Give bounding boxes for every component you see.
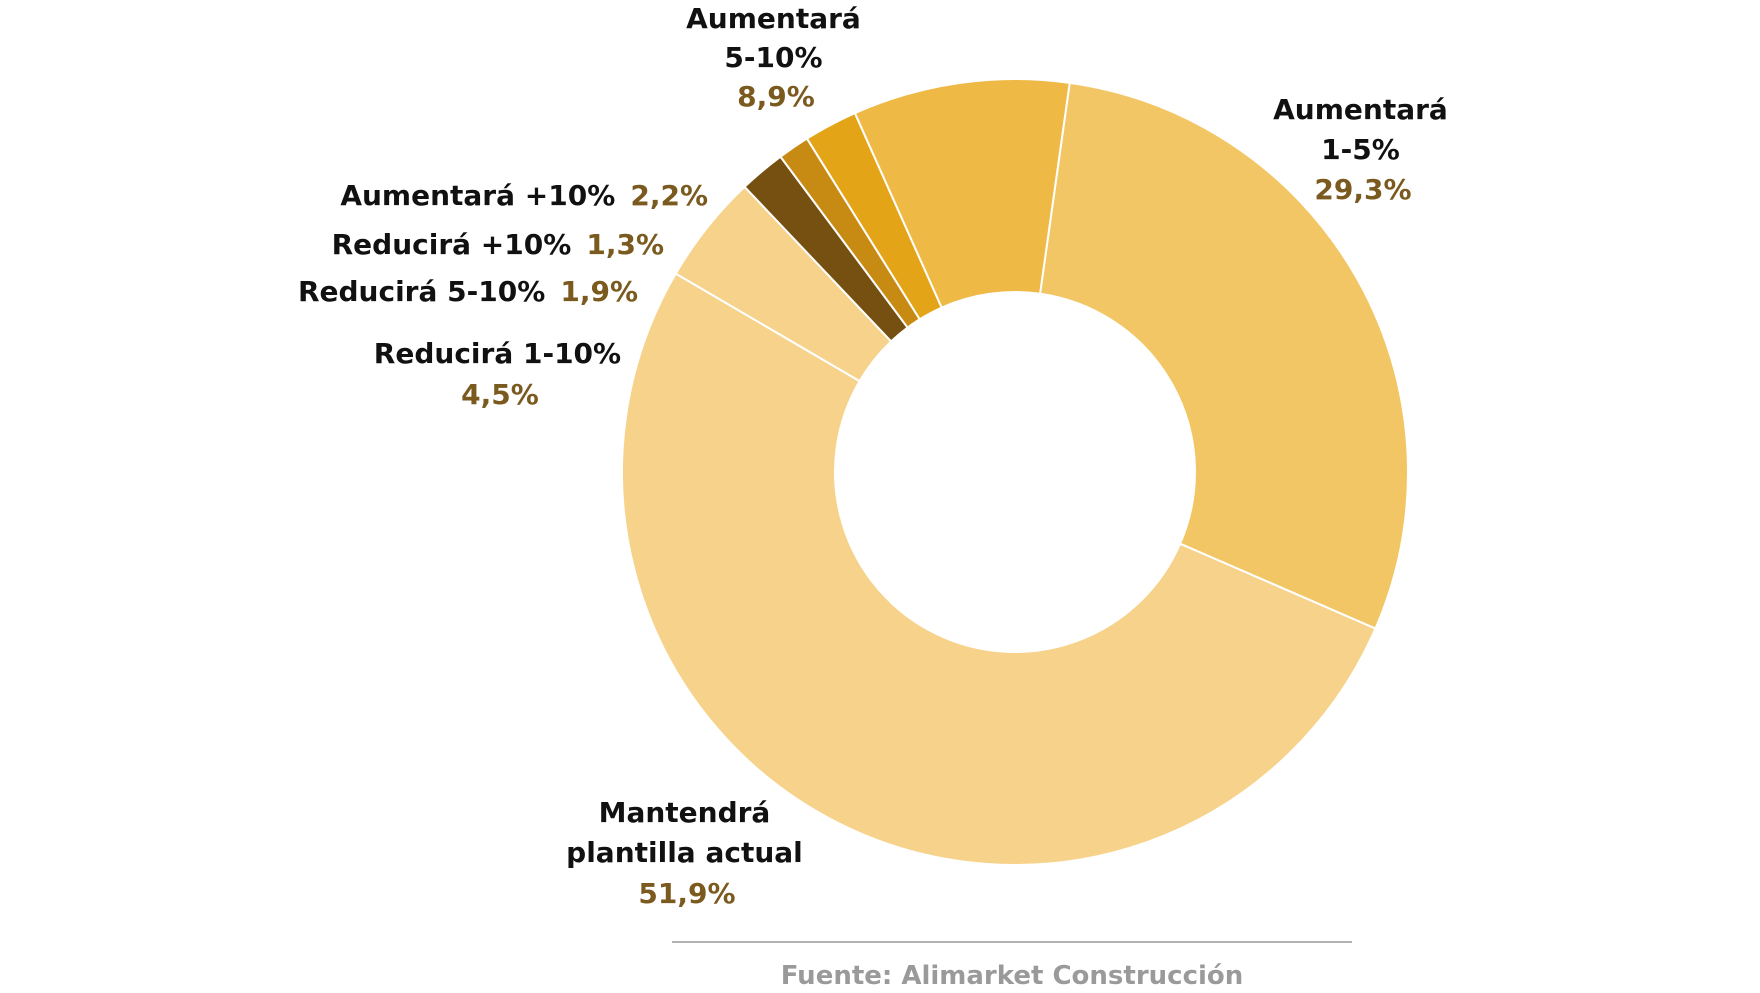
source-text: Fuente: Alimarket Construcción	[781, 961, 1244, 991]
label-aumentara-10-plus: Aumentará +10% 2,2%	[340, 179, 708, 212]
label-aumentara-1-5: Aumentará 1-5% 29,3%	[1273, 93, 1453, 206]
label-aumentara-5-10: Aumentará 5-10% 8,9%	[686, 2, 866, 113]
label-reducira-1-10: Reducirá 1-10% 4,5%	[374, 337, 626, 411]
donut-slices	[621, 78, 1409, 866]
donut-slice-aumentara-1-5	[1038, 81, 1409, 630]
label-reducira-10-plus: Reducirá +10% 1,3%	[332, 228, 664, 261]
donut-slice-aumentara-5-10	[853, 78, 1071, 309]
label-mantendra: Mantendrá plantilla actual 51,9%	[566, 796, 808, 910]
donut-slice-mantendra-plantilla-actual	[621, 272, 1377, 866]
label-reducira-5-10: Reducirá 5-10% 1,9%	[298, 275, 638, 308]
